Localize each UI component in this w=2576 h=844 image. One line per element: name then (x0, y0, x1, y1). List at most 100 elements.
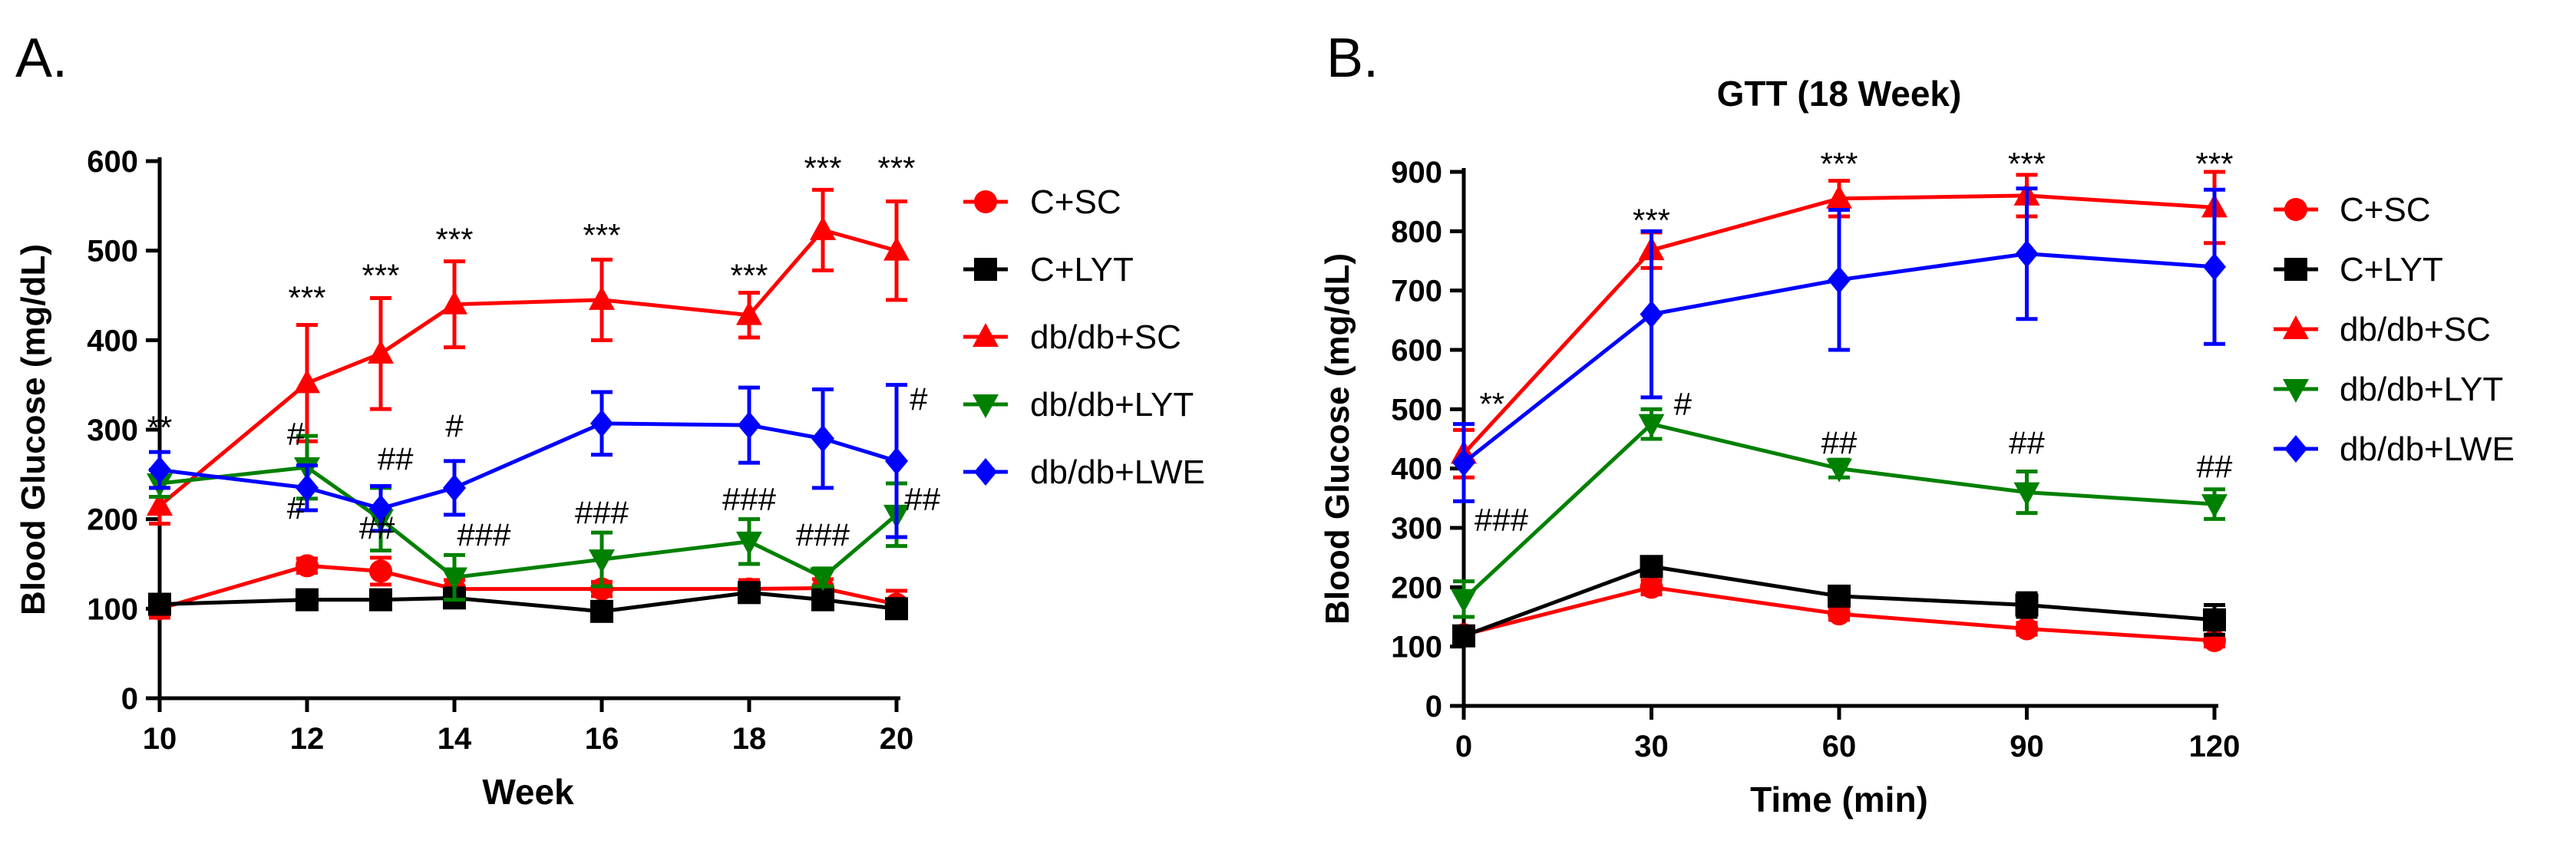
data-point (1828, 602, 1851, 626)
y-tick-label: 500 (87, 235, 138, 269)
data-point (441, 290, 467, 315)
legend-label: C+SC (2340, 191, 2431, 229)
significance-annotation: # (287, 416, 305, 452)
data-point (589, 285, 615, 310)
data-point (294, 369, 320, 394)
data-point (2203, 252, 2226, 281)
legend-marker (974, 190, 997, 213)
series-line (158, 227, 897, 508)
series-line (159, 421, 897, 511)
data-point (590, 599, 613, 623)
legend: C+SC C+LYT db/db+SC db/db+LYT db/db+LWE (2274, 191, 2515, 468)
series-db-db-lyt (147, 434, 910, 602)
data-point (1828, 265, 1851, 294)
series-c-lyt (148, 581, 908, 623)
legend-marker (2284, 198, 2307, 221)
legend-label: db/db+LYT (2340, 371, 2503, 408)
y-tick-label: 300 (87, 414, 138, 447)
legend-marker (2283, 315, 2309, 339)
significance-annotation: ## (2197, 448, 2233, 484)
data-point (1826, 458, 1852, 483)
x-axis-label: Time (min) (1750, 780, 1928, 819)
significance-annotation: ### (796, 517, 850, 553)
data-point (368, 339, 394, 364)
significance-annotation: *** (362, 257, 399, 293)
series-line (159, 563, 897, 611)
data-point (736, 301, 762, 325)
data-point (443, 473, 466, 502)
y-tick-label: 400 (1391, 453, 1442, 486)
data-point (2015, 617, 2039, 641)
y-tick-label: 100 (1391, 631, 1442, 664)
data-point (2201, 494, 2228, 519)
data-point (369, 588, 392, 612)
significance-annotation: ### (457, 517, 511, 553)
data-point (810, 567, 836, 592)
data-point (296, 588, 319, 612)
significance-annotation: ## (359, 509, 395, 546)
legend-label: db/db+SC (2340, 311, 2491, 348)
significance-annotation: # (287, 490, 305, 526)
x-tick-label: 60 (1822, 730, 1857, 763)
significance-annotation: *** (877, 150, 915, 186)
y-tick-label: 0 (1425, 690, 1442, 724)
y-axis-label: Blood Glucose (mg/dL) (15, 244, 52, 615)
legend-label: C+SC (1030, 183, 1121, 221)
data-point (885, 597, 908, 621)
data-point (738, 581, 761, 605)
data-point (811, 424, 834, 453)
y-tick-label: 100 (87, 592, 138, 626)
significance-annotation: *** (288, 280, 325, 316)
y-tick-label: 800 (1391, 215, 1442, 249)
y-tick-label: 300 (1391, 512, 1442, 546)
y-axis-label: Blood Glucose (mg/dL) (1319, 253, 1356, 625)
significance-annotation: *** (1633, 202, 1670, 238)
series-c-lyt (1452, 555, 2226, 648)
data-point (1640, 555, 1663, 579)
series-line (159, 465, 898, 580)
data-point (885, 447, 908, 475)
series-c-sc (1452, 575, 2226, 652)
significance-annotation: *** (2195, 146, 2233, 182)
significance-annotation: # (910, 381, 928, 417)
legend-marker (973, 394, 999, 418)
y-tick-label: 0 (121, 682, 138, 716)
legend-marker (973, 323, 999, 347)
data-point (883, 236, 910, 261)
data-point (441, 567, 467, 592)
significance-annotation: ## (2009, 424, 2045, 460)
legend-marker (2284, 258, 2307, 281)
y-tick-label: 600 (1391, 334, 1442, 368)
significance-annotation: # (445, 407, 464, 443)
significance-annotation: # (1674, 386, 1693, 422)
series-line (159, 590, 897, 614)
data-point (148, 456, 171, 484)
y-tick-label: 200 (87, 503, 138, 537)
data-point (1640, 300, 1663, 328)
significance-annotation: *** (2008, 146, 2046, 182)
significance-annotation: ** (147, 410, 173, 446)
data-point (589, 549, 615, 574)
x-tick-label: 16 (585, 722, 619, 756)
legend-label: C+LYT (1030, 251, 1134, 288)
chart-panel-a: A. 0 100 200 300 400 500 600 10 12 14 16 18 20 Week Blo… (15, 28, 1205, 812)
legend-label: C+LYT (2340, 251, 2443, 288)
legend-label: db/db+SC (1030, 318, 1181, 356)
data-point (1451, 588, 1477, 613)
significance-annotation: ** (1479, 386, 1504, 422)
data-point (1452, 624, 1475, 648)
data-point (147, 492, 173, 516)
significance-annotation: ### (1475, 502, 1529, 538)
x-tick-label: 20 (880, 722, 914, 756)
x-tick-label: 14 (438, 722, 472, 756)
data-point (811, 588, 834, 612)
data-point (1640, 575, 1663, 599)
significance-annotation: *** (804, 150, 841, 186)
legend-label: db/db+LWE (2340, 430, 2515, 468)
data-point (1638, 414, 1665, 438)
legend-marker (974, 458, 997, 486)
data-point (369, 559, 392, 583)
data-point (2015, 593, 2039, 617)
data-point (736, 531, 762, 556)
